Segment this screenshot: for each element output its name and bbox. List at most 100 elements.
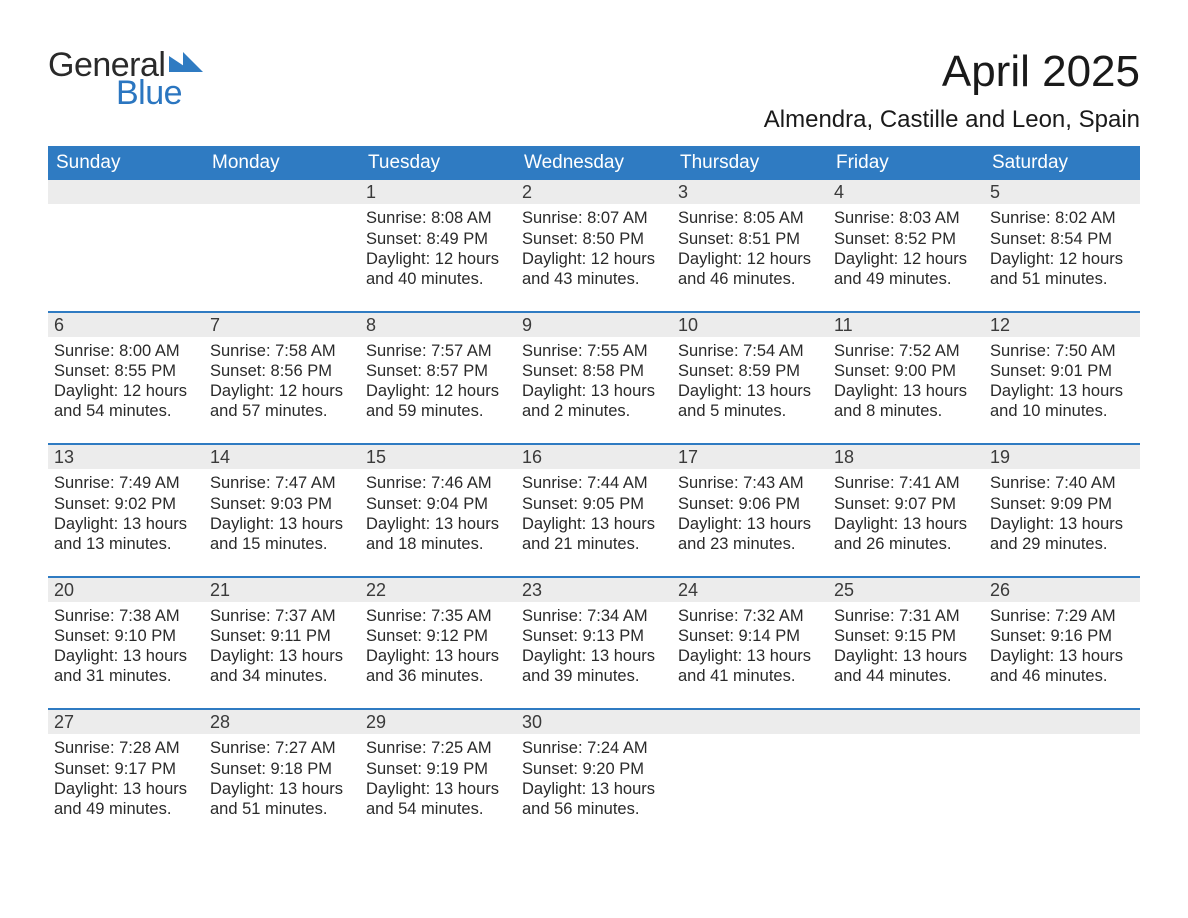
day-details: Sunrise: 7:24 AMSunset: 9:20 PMDaylight:… (516, 734, 672, 841)
weekday-header-row: Sunday Monday Tuesday Wednesday Thursday… (48, 146, 1140, 180)
day-cell (48, 180, 204, 311)
day-number (48, 180, 204, 204)
day-details: Sunrise: 8:02 AMSunset: 8:54 PMDaylight:… (984, 204, 1140, 311)
day-number: 8 (360, 313, 516, 337)
day-details: Sunrise: 7:47 AMSunset: 9:03 PMDaylight:… (204, 469, 360, 576)
daylight-text: Daylight: 13 hours and 8 minutes. (834, 381, 978, 421)
day-details: Sunrise: 7:38 AMSunset: 9:10 PMDaylight:… (48, 602, 204, 709)
sunset-text: Sunset: 9:06 PM (678, 494, 822, 514)
calendar-grid: Sunday Monday Tuesday Wednesday Thursday… (48, 146, 1140, 841)
sunrise-text: Sunrise: 7:28 AM (54, 738, 198, 758)
day-number: 28 (204, 710, 360, 734)
daylight-text: Daylight: 12 hours and 43 minutes. (522, 249, 666, 289)
sunset-text: Sunset: 9:15 PM (834, 626, 978, 646)
day-details (48, 204, 204, 302)
day-number: 12 (984, 313, 1140, 337)
day-details: Sunrise: 8:05 AMSunset: 8:51 PMDaylight:… (672, 204, 828, 311)
day-cell (828, 710, 984, 841)
day-number: 14 (204, 445, 360, 469)
week-row: 1Sunrise: 8:08 AMSunset: 8:49 PMDaylight… (48, 180, 1140, 311)
sunrise-text: Sunrise: 8:02 AM (990, 208, 1134, 228)
sunset-text: Sunset: 8:57 PM (366, 361, 510, 381)
sunrise-text: Sunrise: 8:03 AM (834, 208, 978, 228)
sunrise-text: Sunrise: 7:54 AM (678, 341, 822, 361)
logo-mark-icon (169, 52, 203, 76)
sunset-text: Sunset: 9:18 PM (210, 759, 354, 779)
sunset-text: Sunset: 8:54 PM (990, 229, 1134, 249)
daylight-text: Daylight: 13 hours and 29 minutes. (990, 514, 1134, 554)
sunrise-text: Sunrise: 7:44 AM (522, 473, 666, 493)
day-details (828, 734, 984, 832)
daylight-text: Daylight: 13 hours and 31 minutes. (54, 646, 198, 686)
sunset-text: Sunset: 9:10 PM (54, 626, 198, 646)
weekday-header: Tuesday (360, 146, 516, 180)
day-cell: 17Sunrise: 7:43 AMSunset: 9:06 PMDayligh… (672, 445, 828, 576)
day-cell: 5Sunrise: 8:02 AMSunset: 8:54 PMDaylight… (984, 180, 1140, 311)
sunrise-text: Sunrise: 7:52 AM (834, 341, 978, 361)
day-cell: 21Sunrise: 7:37 AMSunset: 9:11 PMDayligh… (204, 578, 360, 709)
sunrise-text: Sunrise: 7:29 AM (990, 606, 1134, 626)
sunset-text: Sunset: 9:04 PM (366, 494, 510, 514)
location-subtitle: Almendra, Castille and Leon, Spain (764, 106, 1140, 134)
daylight-text: Daylight: 13 hours and 23 minutes. (678, 514, 822, 554)
day-cell: 22Sunrise: 7:35 AMSunset: 9:12 PMDayligh… (360, 578, 516, 709)
day-number: 20 (48, 578, 204, 602)
sunset-text: Sunset: 9:17 PM (54, 759, 198, 779)
sunset-text: Sunset: 8:50 PM (522, 229, 666, 249)
sunrise-text: Sunrise: 7:31 AM (834, 606, 978, 626)
day-cell: 29Sunrise: 7:25 AMSunset: 9:19 PMDayligh… (360, 710, 516, 841)
sunset-text: Sunset: 9:20 PM (522, 759, 666, 779)
daylight-text: Daylight: 13 hours and 18 minutes. (366, 514, 510, 554)
sunset-text: Sunset: 8:55 PM (54, 361, 198, 381)
sunrise-text: Sunrise: 7:24 AM (522, 738, 666, 758)
title-block: April 2025 Almendra, Castille and Leon, … (764, 48, 1140, 134)
day-number (204, 180, 360, 204)
day-cell (984, 710, 1140, 841)
weekday-header: Friday (828, 146, 984, 180)
sunset-text: Sunset: 9:02 PM (54, 494, 198, 514)
day-cell: 4Sunrise: 8:03 AMSunset: 8:52 PMDaylight… (828, 180, 984, 311)
logo-text-blue: Blue (116, 76, 203, 110)
day-cell: 20Sunrise: 7:38 AMSunset: 9:10 PMDayligh… (48, 578, 204, 709)
day-number: 13 (48, 445, 204, 469)
daylight-text: Daylight: 13 hours and 15 minutes. (210, 514, 354, 554)
sunset-text: Sunset: 9:05 PM (522, 494, 666, 514)
day-cell: 18Sunrise: 7:41 AMSunset: 9:07 PMDayligh… (828, 445, 984, 576)
sunset-text: Sunset: 9:13 PM (522, 626, 666, 646)
daylight-text: Daylight: 13 hours and 2 minutes. (522, 381, 666, 421)
sunrise-text: Sunrise: 7:41 AM (834, 473, 978, 493)
day-cell: 15Sunrise: 7:46 AMSunset: 9:04 PMDayligh… (360, 445, 516, 576)
daylight-text: Daylight: 13 hours and 10 minutes. (990, 381, 1134, 421)
sunset-text: Sunset: 9:00 PM (834, 361, 978, 381)
daylight-text: Daylight: 13 hours and 21 minutes. (522, 514, 666, 554)
day-cell: 25Sunrise: 7:31 AMSunset: 9:15 PMDayligh… (828, 578, 984, 709)
weekday-header: Sunday (48, 146, 204, 180)
day-cell: 27Sunrise: 7:28 AMSunset: 9:17 PMDayligh… (48, 710, 204, 841)
day-number: 25 (828, 578, 984, 602)
sunrise-text: Sunrise: 7:43 AM (678, 473, 822, 493)
sunset-text: Sunset: 8:49 PM (366, 229, 510, 249)
day-cell: 10Sunrise: 7:54 AMSunset: 8:59 PMDayligh… (672, 313, 828, 444)
day-cell: 9Sunrise: 7:55 AMSunset: 8:58 PMDaylight… (516, 313, 672, 444)
sunset-text: Sunset: 9:16 PM (990, 626, 1134, 646)
day-number: 3 (672, 180, 828, 204)
day-number: 10 (672, 313, 828, 337)
day-details: Sunrise: 7:44 AMSunset: 9:05 PMDaylight:… (516, 469, 672, 576)
day-number: 21 (204, 578, 360, 602)
sunrise-text: Sunrise: 7:27 AM (210, 738, 354, 758)
day-cell: 30Sunrise: 7:24 AMSunset: 9:20 PMDayligh… (516, 710, 672, 841)
day-number: 9 (516, 313, 672, 337)
day-number: 27 (48, 710, 204, 734)
sunrise-text: Sunrise: 7:46 AM (366, 473, 510, 493)
weekday-header: Saturday (984, 146, 1140, 180)
sunrise-text: Sunrise: 8:00 AM (54, 341, 198, 361)
day-details (984, 734, 1140, 832)
day-details: Sunrise: 7:41 AMSunset: 9:07 PMDaylight:… (828, 469, 984, 576)
day-number: 29 (360, 710, 516, 734)
day-cell: 2Sunrise: 8:07 AMSunset: 8:50 PMDaylight… (516, 180, 672, 311)
weeks-container: 1Sunrise: 8:08 AMSunset: 8:49 PMDaylight… (48, 180, 1140, 841)
day-details: Sunrise: 8:00 AMSunset: 8:55 PMDaylight:… (48, 337, 204, 444)
day-cell (204, 180, 360, 311)
month-title: April 2025 (764, 48, 1140, 96)
sunrise-text: Sunrise: 7:35 AM (366, 606, 510, 626)
